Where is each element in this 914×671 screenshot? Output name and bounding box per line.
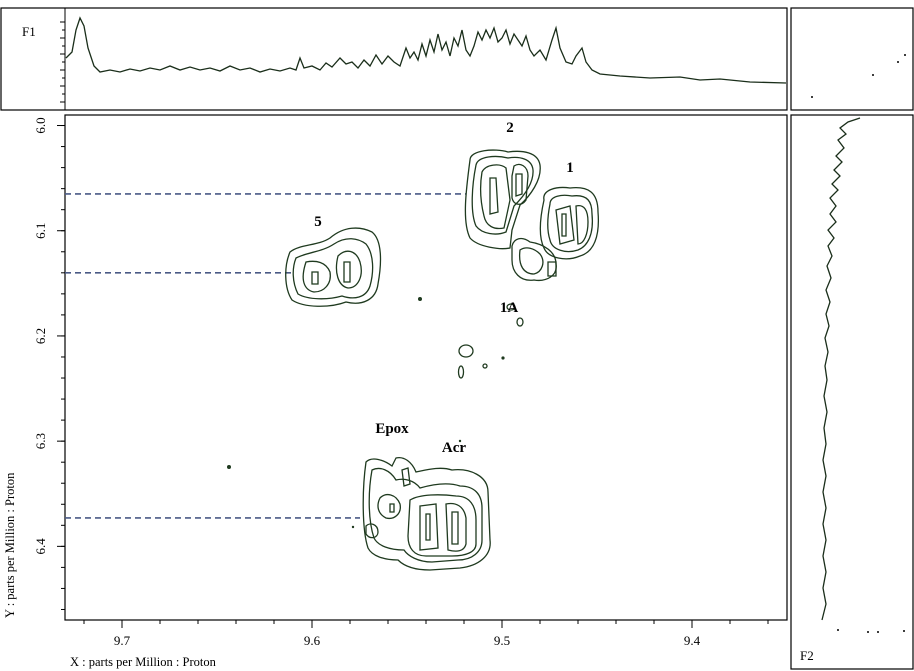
y-axis-label: Y : parts per Million : Proton xyxy=(3,472,17,618)
x-tick-label: 9.5 xyxy=(494,633,510,648)
y-tick-label: 6.2 xyxy=(33,328,48,344)
x-tick-label: 9.6 xyxy=(304,633,321,648)
top-projection-frame xyxy=(0,7,788,111)
peak-5-contour xyxy=(285,227,382,307)
corner-frame xyxy=(790,7,914,111)
f2-label: F2 xyxy=(800,648,814,663)
peak-label: 2 xyxy=(506,120,514,136)
x-tick-label: 9.7 xyxy=(114,633,131,648)
peak-label: 1A xyxy=(500,300,519,316)
peak-1-contour xyxy=(511,186,600,282)
y-tick-label: 6.0 xyxy=(33,117,48,133)
y-axis-ticks: 6.0 6.1 6.2 6.3 6.4 xyxy=(33,117,65,610)
main-plot-frame xyxy=(64,114,788,621)
y-tick-label: 6.3 xyxy=(33,433,48,449)
peak-1a-contour xyxy=(227,297,524,529)
peak-label: Epox xyxy=(375,421,409,437)
peak-2-contour xyxy=(464,149,541,250)
top-projection-trace xyxy=(65,16,787,84)
guide-lines xyxy=(65,193,466,519)
right-projection-frame xyxy=(790,114,914,670)
peak-label: Acr xyxy=(442,440,466,456)
corner-dots xyxy=(811,54,906,633)
right-projection-trace xyxy=(821,117,861,621)
peak-label: 5 xyxy=(314,214,322,230)
x-tick-label: 9.4 xyxy=(684,633,701,648)
y-tick-label: 6.1 xyxy=(33,223,48,239)
peak-labels: 2 1 1A 5 Epox Acr xyxy=(314,120,574,456)
top-projection-ticks xyxy=(60,21,65,103)
peak-label: 1 xyxy=(566,160,574,176)
f1-label: F1 xyxy=(22,24,36,39)
peak-epox-acr-contour xyxy=(362,456,491,571)
y-tick-label: 6.4 xyxy=(33,538,48,555)
x-axis-ticks: 9.7 9.6 9.5 9.4 xyxy=(83,620,769,648)
x-axis-label: X : parts per Million : Proton xyxy=(70,655,217,669)
